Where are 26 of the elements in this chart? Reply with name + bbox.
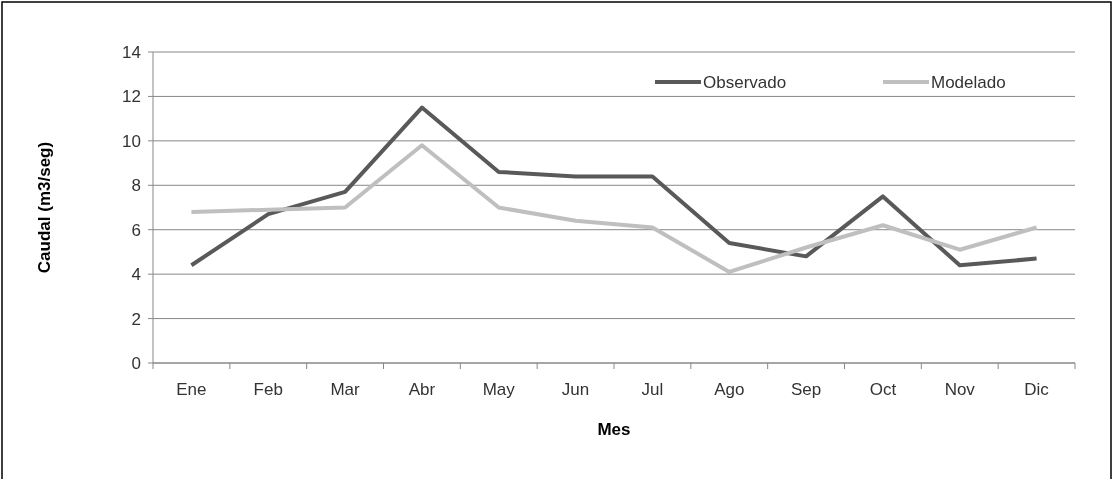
line-series: [189, 105, 1039, 268]
y-tick-label: 6: [131, 220, 141, 240]
y-tick-label: 12: [122, 87, 141, 107]
x-tick-label: Jul: [641, 380, 664, 399]
y-tick-label: 4: [131, 265, 141, 285]
x-tick-label: Feb: [253, 380, 283, 399]
legend-label: Observado: [703, 72, 787, 92]
y-axis-title: Caudal (m3/seg): [35, 141, 54, 274]
x-tick-label: Jun: [561, 380, 590, 399]
x-tick-label: Mar: [330, 380, 361, 399]
x-tick-label: Abr: [408, 380, 436, 399]
x-tick-label: May: [482, 380, 516, 399]
y-tick-label: 8: [131, 176, 141, 196]
x-tick-label: Dic: [1024, 380, 1050, 399]
line-series: [189, 143, 1039, 274]
x-axis-title: Mes: [597, 420, 631, 439]
y-tick-label: 0: [131, 353, 141, 373]
y-tick-label: 2: [131, 309, 141, 329]
x-tick-label: Ago: [714, 380, 745, 399]
legend-label: Modelado: [931, 72, 1006, 92]
x-tick-label: Ene: [176, 380, 207, 399]
y-tick-label: 14: [122, 42, 141, 62]
x-tick-label: Oct: [869, 380, 897, 399]
y-tick-label: 10: [122, 131, 141, 151]
x-tick-label: Nov: [944, 380, 976, 399]
x-tick-label: Sep: [790, 380, 822, 399]
